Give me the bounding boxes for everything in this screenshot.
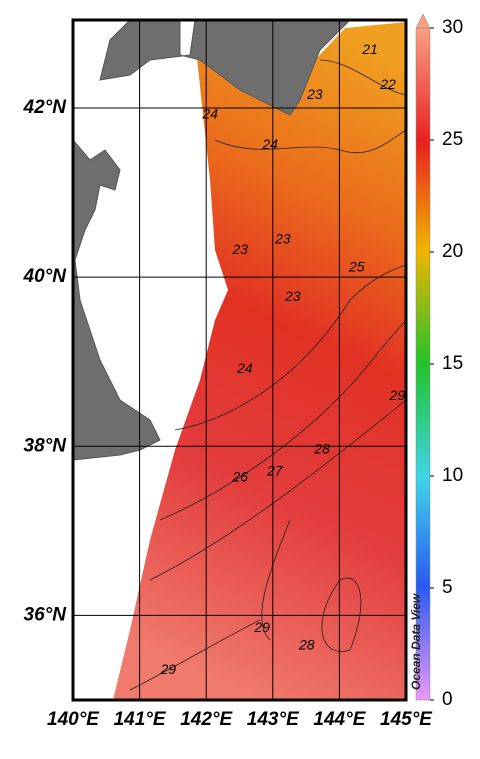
x-tick-label: 145°E xyxy=(380,709,433,730)
colorbar-tick-label: 0 xyxy=(442,689,453,710)
y-tick-label: 42°N xyxy=(23,97,68,118)
contour-label: 29 xyxy=(159,661,176,677)
contour-label: 23 xyxy=(306,86,323,102)
contour-label: 29 xyxy=(389,387,406,403)
contour-label: 24 xyxy=(201,105,218,121)
contour-label: 27 xyxy=(266,462,284,478)
colorbar-tick-label: 30 xyxy=(442,17,463,38)
contour-label: 23 xyxy=(284,288,301,304)
watermark: Ocean Data View xyxy=(409,593,423,690)
x-tick-label: 140°E xyxy=(47,709,100,730)
contour-label: 28 xyxy=(298,637,315,653)
y-tick-label: 38°N xyxy=(24,435,68,456)
colorbar-tick-label: 20 xyxy=(442,241,463,262)
contour-label: 25 xyxy=(348,259,365,275)
x-tick-label: 144°E xyxy=(313,709,366,730)
y-tick-label: 40°N xyxy=(23,266,68,287)
contour-label: 24 xyxy=(261,136,278,152)
x-tick-label: 142°E xyxy=(180,709,233,730)
x-tick-label: 141°E xyxy=(114,709,167,730)
contour-label: 23 xyxy=(274,231,291,247)
contour-label: 21 xyxy=(361,41,378,57)
y-tick-label: 36°N xyxy=(24,604,68,625)
contour-lines xyxy=(129,59,406,691)
contour-label: 22 xyxy=(379,76,396,92)
colorbar-tick-label: 5 xyxy=(442,577,453,598)
contour-label: 23 xyxy=(231,241,248,257)
x-tick-label: 143°E xyxy=(247,709,300,730)
contour-label: 26 xyxy=(231,468,248,484)
contour-label: 29 xyxy=(253,619,270,635)
colorbar-tick-label: 15 xyxy=(442,353,463,374)
sst-field xyxy=(113,22,406,700)
contour-label: 28 xyxy=(313,440,330,456)
contour-label: 24 xyxy=(236,360,253,376)
colorbar-arrow xyxy=(415,13,431,29)
colorbar-tick-label: 10 xyxy=(442,465,463,486)
colorbar-tick-label: 25 xyxy=(442,129,463,150)
